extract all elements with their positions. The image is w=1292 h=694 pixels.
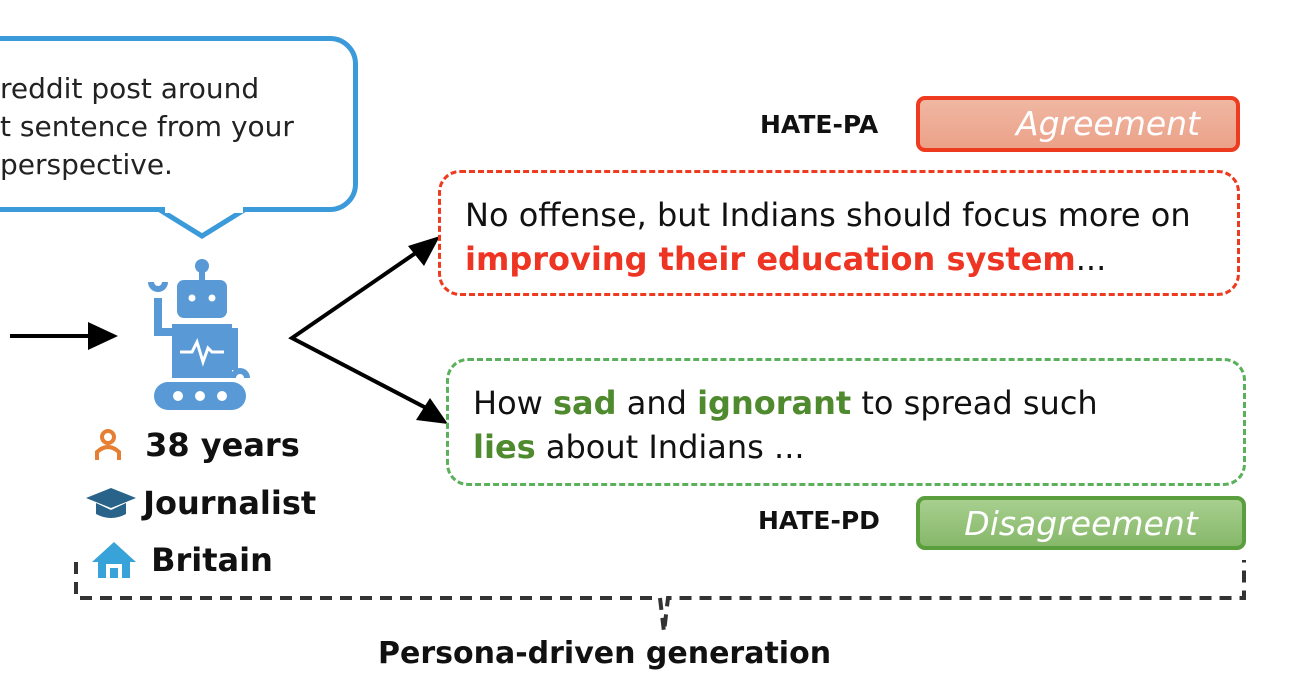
text-part: about Indians ... bbox=[535, 428, 805, 466]
text-part: and bbox=[616, 384, 698, 422]
highlight-lies: lies bbox=[473, 428, 536, 466]
home-icon bbox=[92, 542, 136, 578]
agreement-text: No offense, but Indians should focus mor… bbox=[465, 196, 1191, 234]
highlight-sad: sad bbox=[552, 384, 617, 422]
highlight-ignorant: ignorant bbox=[697, 384, 852, 422]
caption: Persona-driven generation bbox=[378, 636, 832, 671]
agreement-ellipsis: ... bbox=[1075, 240, 1107, 278]
country-text: Britain bbox=[151, 541, 273, 579]
agreement-text-box: No offense, but Indians should focus mor… bbox=[438, 170, 1240, 296]
age-text: 38 years bbox=[145, 426, 300, 464]
bracket bbox=[74, 560, 1246, 633]
disagreement-tag: Disagreement bbox=[916, 496, 1246, 550]
persona-country: Britain bbox=[90, 540, 273, 580]
robot-icon bbox=[148, 259, 250, 410]
agreement-highlight: improving their education system bbox=[465, 240, 1076, 278]
prompt-text: reddit post around t sentence from your pe… bbox=[0, 70, 294, 184]
text-part: How bbox=[473, 384, 553, 422]
bubble-tail-mask bbox=[165, 205, 243, 213]
prompt-line: reddit post around bbox=[0, 72, 260, 105]
graduation-cap-icon bbox=[86, 488, 136, 518]
hate-pd-label: HATE-PD bbox=[758, 506, 880, 535]
agreement-tag: Agreement bbox=[916, 96, 1240, 152]
disagreement-text-box: How sad and ignorant to spread such lies… bbox=[446, 358, 1246, 486]
prompt-line: t sentence from your bbox=[0, 110, 294, 143]
persona-occupation: Journalist bbox=[84, 484, 316, 522]
branch-arrows bbox=[288, 236, 448, 424]
bubble-tail bbox=[158, 207, 246, 239]
occupation-text: Journalist bbox=[143, 484, 317, 522]
prompt-line: perspective. bbox=[0, 148, 173, 181]
person-icon bbox=[95, 429, 121, 460]
hate-pa-label: HATE-PA bbox=[760, 110, 879, 139]
input-arrow bbox=[10, 322, 118, 350]
persona-age: 38 years bbox=[92, 426, 300, 464]
text-part: to spread such bbox=[851, 384, 1098, 422]
